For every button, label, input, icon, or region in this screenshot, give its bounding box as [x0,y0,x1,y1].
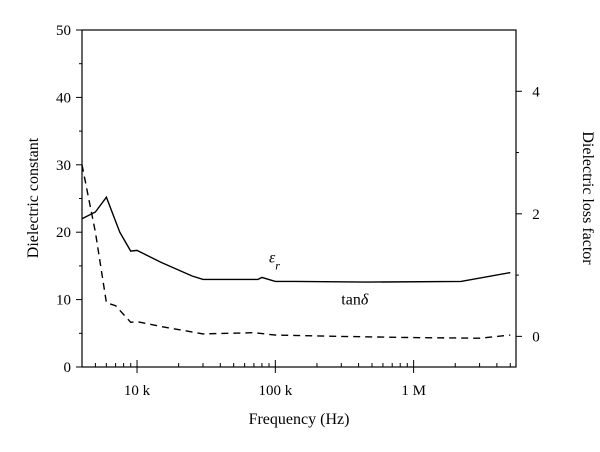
right-axis-label: Dielectric loss factor [579,131,596,265]
left-tick-label: 50 [56,23,71,39]
x-tick-label: 100 k [258,383,292,399]
left-axis-ticks: 0 10 20 30 40 50 [56,23,82,376]
right-tick-label: 2 [532,207,540,223]
left-tick-label: 30 [56,158,71,174]
annotation-subscript: r [275,259,280,273]
plot-frame [81,29,517,368]
x-axis-ticks: 10 k 100 k 1 M [81,360,511,399]
series-line-tan-delta [81,164,511,339]
annotation-delta-symbol: δ [361,291,369,308]
left-tick-label: 0 [64,360,72,376]
x-axis-label: Frequency (Hz) [249,411,350,428]
annotation-epsilon-r: εr [269,250,280,273]
right-axis-ticks: 0 2 4 [516,84,540,345]
left-axis-label: Dielectric constant [25,137,42,258]
right-tick-label: 4 [532,84,540,100]
left-tick-label: 10 [56,293,71,309]
right-tick-label: 0 [532,329,540,345]
annotation-tan-delta: tanδ [341,291,369,308]
x-tick-label: 10 k [124,383,151,399]
series-line-epsilon-r [81,195,511,283]
x-tick-label: 1 M [401,383,426,399]
plot-area [81,29,517,368]
annotations-layer: εr tanδ [269,250,369,309]
left-tick-label: 40 [56,90,71,106]
left-tick-label: 20 [56,225,71,241]
series-layer [81,164,511,339]
